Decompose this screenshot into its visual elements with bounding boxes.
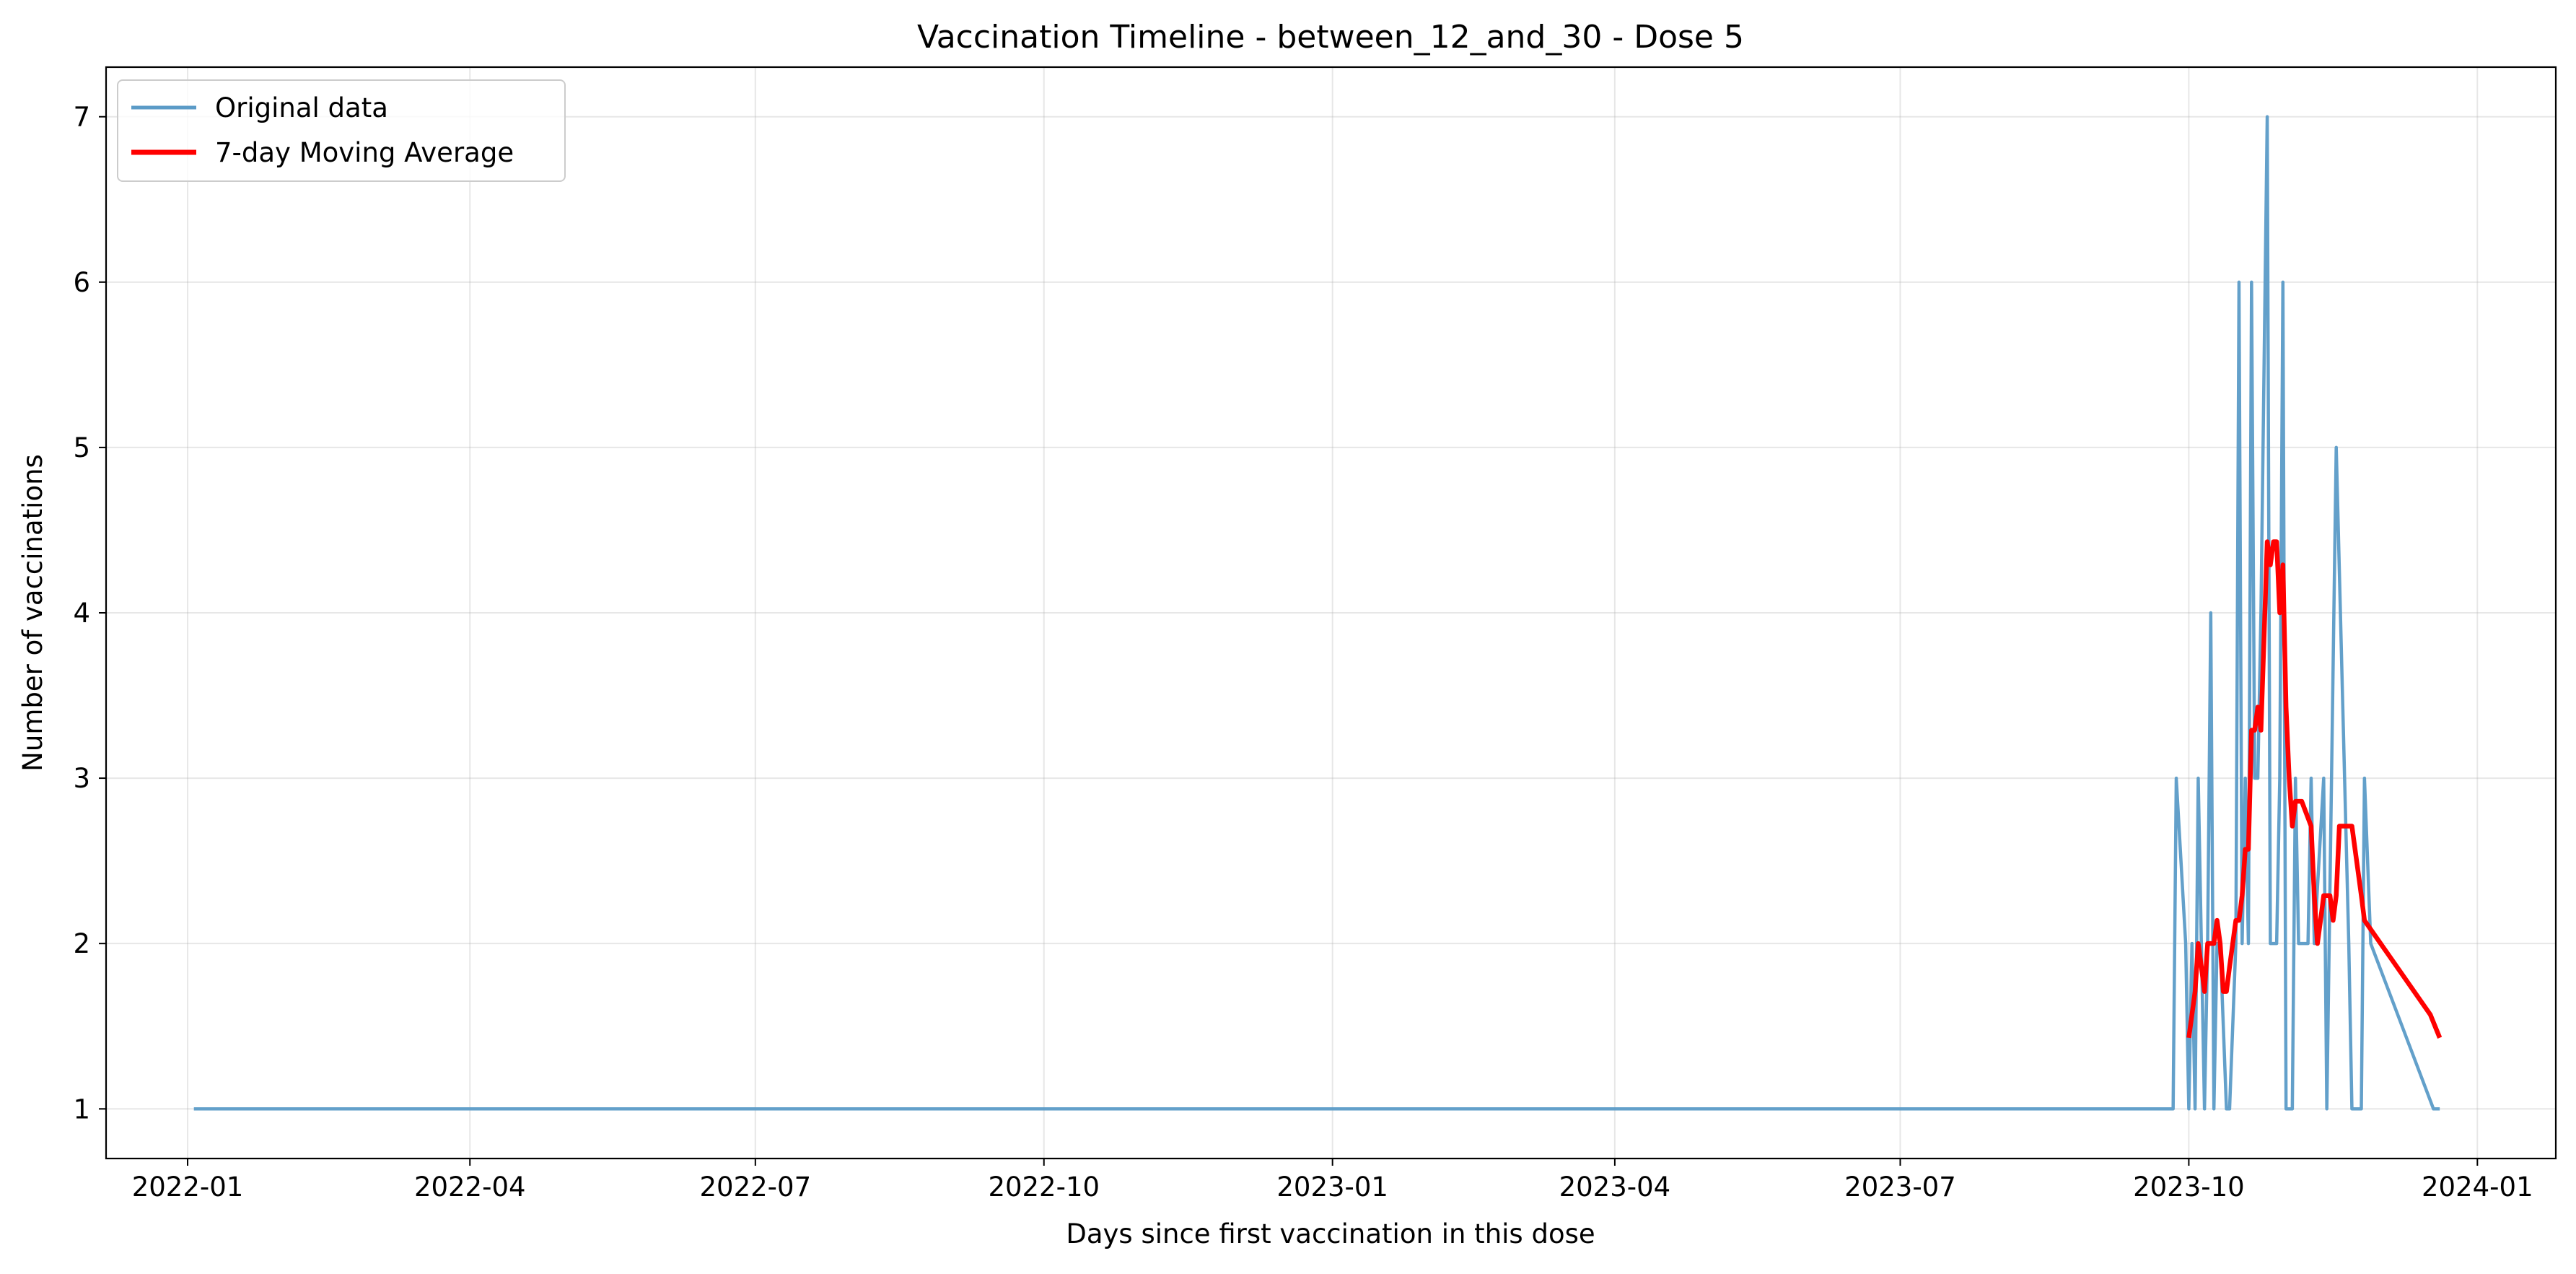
y-tick-label: 1: [73, 1094, 90, 1125]
legend-box: [117, 79, 566, 182]
plot-area-background: [106, 67, 2556, 1159]
grid-lines: [106, 67, 2556, 1159]
x-tick-label: 2023-04: [1559, 1172, 1671, 1203]
y-tick-label: 7: [73, 102, 90, 133]
y-axis-ticks: 1 2 3 4 5 6 7: [73, 102, 106, 1125]
legend-label-original-data: Original data: [215, 92, 388, 123]
series-lines: [193, 115, 2443, 1111]
x-tick-label: 2024-01: [2422, 1172, 2533, 1203]
y-axis-label: Number of vaccinations: [17, 454, 48, 772]
x-tick-label: 2023-10: [2133, 1172, 2245, 1203]
y-tick-label: 6: [73, 267, 90, 298]
x-tick-label: 2022-07: [700, 1172, 812, 1203]
x-axis-ticks: 2022-01 2022-04 2022-07 2022-10 2023-01 2023-…: [132, 1159, 2533, 1203]
x-tick-label: 2023-01: [1276, 1172, 1388, 1203]
y-tick-label: 2: [73, 928, 90, 959]
y-tick-label: 3: [73, 763, 90, 794]
y-tick-label: 5: [73, 432, 90, 463]
x-axis-label: Days since first vaccination in this dos…: [1066, 1218, 1595, 1249]
legend-label-moving-average: 7-day Moving Average: [215, 137, 514, 168]
chart-title: Vaccination Timeline - between_12_and_30…: [917, 19, 1744, 56]
x-tick-label: 2023-07: [1844, 1172, 1956, 1203]
x-tick-label: 2022-01: [132, 1172, 244, 1203]
y-tick-label: 4: [73, 598, 90, 629]
x-tick-label: 2022-04: [414, 1172, 526, 1203]
legend: Original data 7-day Moving Average: [117, 79, 566, 182]
series-line-moving-average: [2186, 539, 2443, 1039]
x-tick-label: 2022-10: [988, 1172, 1100, 1203]
series-line-original-data: [193, 115, 2440, 1111]
